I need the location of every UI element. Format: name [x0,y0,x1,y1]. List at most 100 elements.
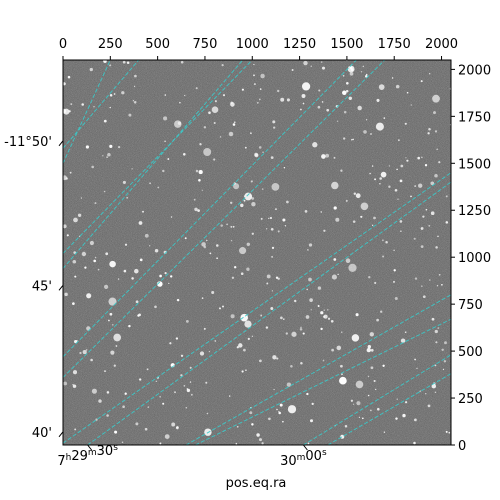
star [317,305,320,307]
star [376,98,380,102]
star [405,157,407,159]
star [93,259,97,263]
star [109,312,113,316]
star [321,101,324,103]
star [348,96,353,101]
star [331,348,334,352]
dec-grid-line [185,294,451,445]
star [279,403,283,407]
star [320,61,323,63]
star [106,391,110,394]
star [373,216,376,220]
star [369,332,374,337]
star [317,286,322,290]
star [396,398,398,400]
star [422,295,426,299]
star [234,266,237,269]
star [149,182,151,185]
star [266,274,271,279]
star [392,280,396,283]
star [226,223,229,226]
star [393,249,395,252]
star [82,350,87,355]
star [94,202,97,205]
star [230,314,235,319]
star [361,417,364,420]
star [445,430,448,433]
star [395,84,400,89]
star [103,119,107,123]
star [185,407,188,409]
star [436,285,439,287]
star [414,418,417,422]
star [406,91,409,94]
star [343,137,346,140]
star [63,381,68,386]
star [283,318,285,320]
star [164,434,170,439]
y-tick-label: 1000 [458,251,491,266]
star [323,229,326,232]
dec-tick-label: -11°50' [4,135,52,150]
star [293,299,297,303]
star [199,351,205,356]
star [266,282,269,285]
dec-tick-mark [58,140,64,147]
star [218,307,222,310]
star [363,130,367,134]
star [115,345,118,347]
star [203,245,207,249]
star [162,169,165,173]
star [282,218,286,222]
star [291,331,297,337]
star [434,364,437,367]
star [228,131,234,137]
star [72,302,75,305]
star [189,381,192,383]
star [424,164,428,167]
star [275,276,279,279]
star [305,315,310,319]
star [220,224,223,227]
star [309,298,313,302]
star [201,189,203,191]
star [429,73,431,75]
star [444,341,447,345]
star [249,411,253,415]
star [164,272,167,275]
star [81,251,87,257]
star [73,251,76,254]
star [302,332,305,335]
star [63,108,67,114]
star [262,151,264,153]
star [352,138,355,141]
star [244,146,247,149]
star [238,343,243,348]
star [333,258,337,261]
star [260,314,263,317]
y-tick-label: 500 [458,345,483,360]
star [254,153,259,158]
star [321,154,326,159]
star [434,173,438,178]
star [275,208,277,210]
star [276,408,278,411]
star [400,338,406,343]
star [147,406,150,408]
star [421,156,423,158]
star [159,396,161,398]
star [353,192,357,195]
star [203,148,212,156]
star [108,297,117,306]
star [169,342,172,345]
ra-world-axis: 7h29m30s 30m00s [57,443,327,469]
star [159,274,162,278]
ra-grid-line [63,60,253,254]
star [122,405,125,409]
star [410,104,412,106]
star [375,388,377,391]
star [370,366,374,370]
x-tick-label: 1500 [330,37,363,52]
y-tick-label: 750 [458,298,483,313]
star [276,357,279,360]
